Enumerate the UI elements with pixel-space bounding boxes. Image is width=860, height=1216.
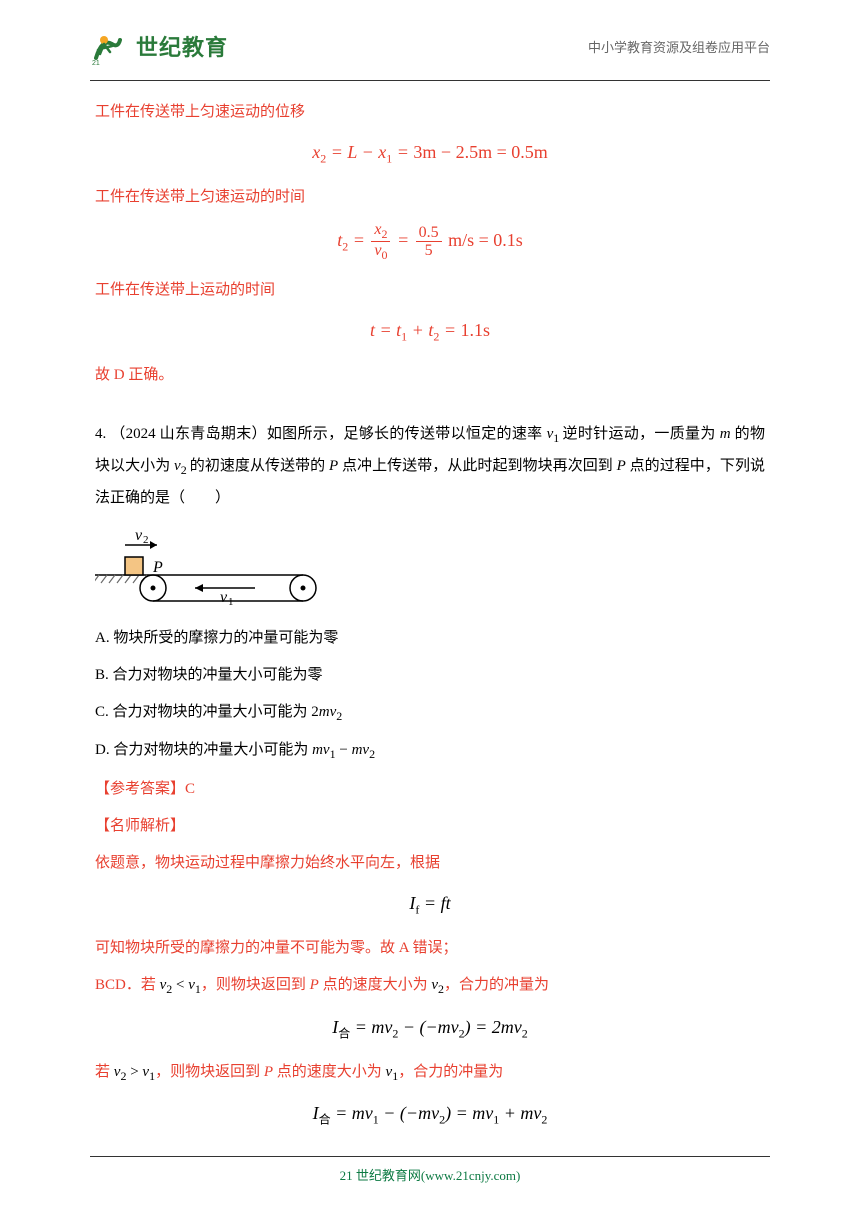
l3-P: P [310, 977, 319, 993]
analysis-line2: 可知物块所受的摩擦力的冲量不可能为零。故 A 错误； [95, 935, 765, 962]
q-t4: 的初速度从传送带的 [190, 458, 329, 474]
formula-t2: t2 = x2v0 = 0.55 m/s = 0.1s [95, 221, 765, 263]
footer-text: 21 世纪教育网(www.21cnjy.com) [340, 1168, 521, 1183]
l4-v1: v1 [386, 1064, 399, 1080]
question-text: 4. （2024 山东青岛期末）如图所示，足够长的传送带以恒定的速率 v 1 逆时… [95, 419, 765, 515]
l4-P: P [264, 1064, 273, 1080]
analysis-line1: 依题意，物块运动过程中摩擦力始终水平向左，根据 [95, 850, 765, 877]
l4-cond: v2 > v1 [114, 1064, 155, 1080]
q-v2s: 2 [181, 463, 190, 477]
q-m: m [720, 426, 731, 442]
analysis-line3: BCD．若 v2 < v1，则物块返回到 P 点的速度大小为 v2，合力的冲量为 [95, 972, 765, 1001]
solution-line2: 工件在传送带上匀速运动的时间 [95, 184, 765, 211]
conveyor-diagram: v 2 P v 1 [95, 527, 765, 619]
ans-val: C [185, 781, 195, 797]
l4-s2: ，合力的冲量为 [398, 1064, 503, 1080]
q-number: 4. [95, 426, 110, 442]
formula-t: t = t1 + t2 = 1.1s [95, 314, 765, 348]
svg-text:v: v [135, 527, 143, 544]
l3-s1: 点的速度大小为 [319, 977, 432, 993]
option-b: B. 合力对物块的冲量大小可能为零 [95, 662, 765, 689]
q-t1: 如图所示，足够长的传送带以恒定的速率 [267, 426, 547, 442]
options: A. 物块所受的摩擦力的冲量可能为零 B. 合力对物块的冲量大小可能为零 C. … [95, 625, 765, 766]
analysis-label: 【名师解析】 [95, 813, 765, 840]
l4-s1: 点的速度大小为 [273, 1064, 386, 1080]
page-header: 21 世纪教育 中小学教育资源及组卷应用平台 [0, 0, 860, 76]
l4-mid: ，则物块返回到 [155, 1064, 264, 1080]
svg-text:P: P [152, 559, 163, 576]
solution-line1: 工件在传送带上匀速运动的位移 [95, 99, 765, 126]
opt-c-pre: C. 合力对物块的冲量大小可能为 2 [95, 704, 319, 720]
option-a: A. 物块所受的摩擦力的冲量可能为零 [95, 625, 765, 652]
svg-text:v: v [220, 589, 228, 606]
option-d: D. 合力对物块的冲量大小可能为 mv1 − mv2 [95, 737, 765, 766]
page-content: 工件在传送带上匀速运动的位移 x2 = L − x1 = 3m − 2.5m =… [0, 81, 860, 1132]
svg-text:2: 2 [143, 534, 149, 546]
solution-line3: 工件在传送带上运动的时间 [95, 277, 765, 304]
logo-icon: 21 [90, 30, 130, 66]
analysis-line4: 若 v2 > v1，则物块返回到 P 点的速度大小为 v1，合力的冲量为 [95, 1059, 765, 1088]
svg-text:21: 21 [92, 60, 100, 66]
svg-text:1: 1 [228, 596, 234, 608]
answer-block: 【参考答案】C 【名师解析】 依题意，物块运动过程中摩擦力始终水平向左，根据 I… [95, 776, 765, 1132]
logo: 21 世纪教育 [90, 28, 228, 68]
q-t2: 逆时针运动，一质量为 [563, 426, 720, 442]
formula-i2: I合 = mv1 − (−mv2) = mv1 + mv2 [95, 1097, 765, 1131]
q-v2: v [174, 458, 181, 474]
opt-d-f: mv [312, 742, 330, 758]
l3-cond: v2 < v1 [160, 977, 201, 993]
footer-divider [90, 1156, 770, 1157]
formula-i1: I合 = mv2 − (−mv2) = 2mv2 [95, 1011, 765, 1045]
answer-label: 【参考答案】C [95, 776, 765, 803]
formula-if: If = ft [95, 887, 765, 921]
l3-s2: ，合力的冲量为 [444, 977, 549, 993]
page-footer: 21 世纪教育网(www.21cnjy.com) [0, 1156, 860, 1190]
question-block: 4. （2024 山东青岛期末）如图所示，足够长的传送带以恒定的速率 v1 逆时… [95, 419, 765, 766]
opt-c-sub: 2 [336, 709, 342, 723]
opt-d-pre: D. 合力对物块的冲量大小可能为 [95, 742, 312, 758]
l3-mid: ，则物块返回到 [201, 977, 310, 993]
l4-pre: 若 [95, 1064, 114, 1080]
q-P: P [329, 458, 338, 474]
logo-text: 世纪教育 [136, 28, 228, 68]
option-c: C. 合力对物块的冲量大小可能为 2mv2 [95, 699, 765, 728]
q-P2: P [617, 458, 626, 474]
l3-pre: BCD．若 [95, 977, 160, 993]
solution-line4: 故 D 正确。 [95, 362, 765, 389]
q-t5: 点冲上传送带，从此时起到物块再次回到 [338, 458, 616, 474]
formula-x2: x2 = L − x1 = 3m − 2.5m = 0.5m [95, 136, 765, 170]
header-subtitle: 中小学教育资源及组卷应用平台 [588, 36, 770, 59]
ans-lbl: 【参考答案】 [95, 781, 185, 797]
q-v1s: 1 [553, 431, 562, 445]
opt-c-mv2: mv [319, 704, 337, 720]
l3-v2: v2 [431, 977, 444, 993]
q-source: （2024 山东青岛期末） [110, 426, 267, 442]
